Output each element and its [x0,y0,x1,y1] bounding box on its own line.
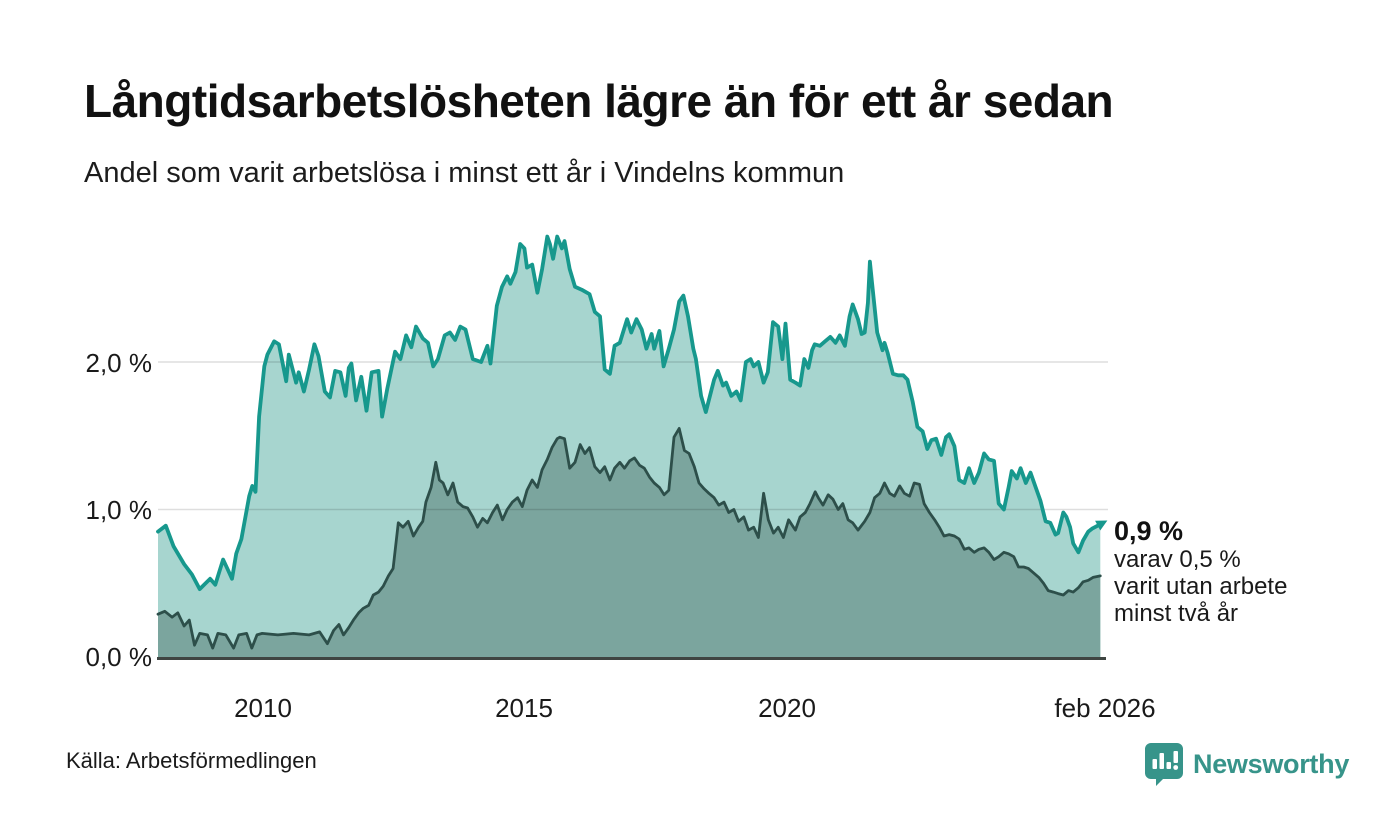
y-axis-tick-label: 0,0 % [85,642,153,672]
source-note: Källa: Arbetsförmedlingen [66,748,317,773]
y-axis-tick-label: 1,0 % [85,495,153,525]
x-axis-tick-label: 2010 [234,693,292,723]
newsworthy-wordmark: Newsworthy [1193,748,1350,779]
annotation-line: varav 0,5 % [1114,546,1241,573]
annotation-line: minst två år [1114,600,1239,627]
page-subtitle: Andel som varit arbetslösa i minst ett å… [84,157,845,189]
newsworthy-icon [1145,743,1183,786]
page-title: Långtidsarbetslösheten lägre än för ett … [84,75,1114,127]
end-value-annotation: 0,9 % varav 0,5 % varit utan arbete mins… [1114,516,1384,627]
newsworthy-logo[interactable]: Newsworthy [1144,742,1349,786]
annotation-line: varit utan arbete [1114,573,1288,600]
annotation-latest-value: 0,9 % [1114,516,1184,546]
x-axis-tick-label: feb 2026 [1054,693,1156,723]
x-axis-tick-label: 2015 [495,693,553,723]
x-axis-tick-label: 2020 [758,693,816,723]
y-axis-tick-label: 2,0 % [85,348,153,378]
